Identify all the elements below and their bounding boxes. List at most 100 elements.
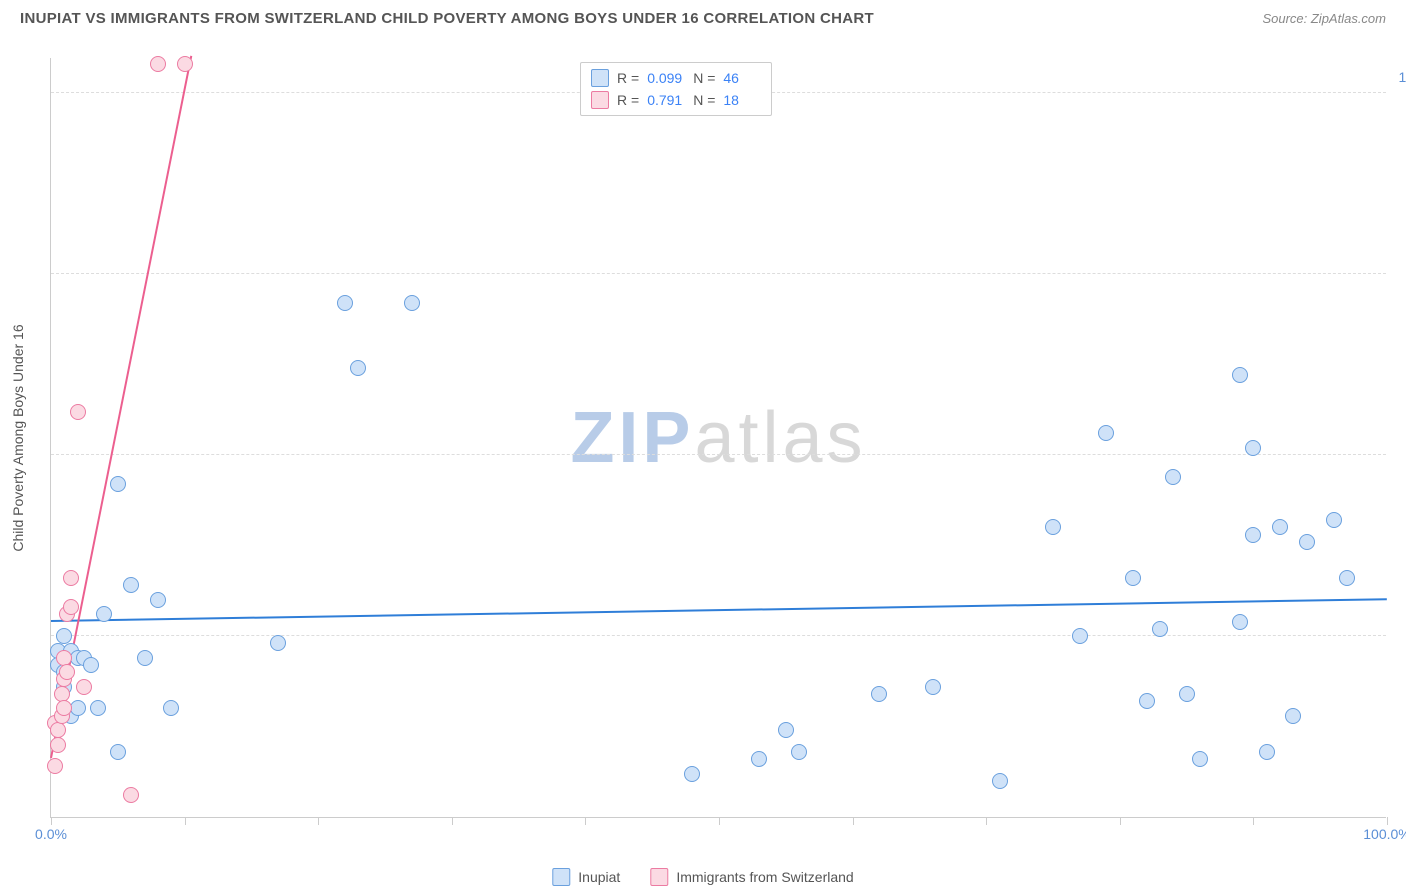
source-attribution: Source: ZipAtlas.com: [1262, 11, 1386, 26]
data-point: [1299, 534, 1315, 550]
data-point: [1232, 614, 1248, 630]
legend-label: Immigrants from Switzerland: [676, 869, 853, 885]
data-point: [1259, 744, 1275, 760]
data-point: [684, 766, 700, 782]
data-point: [1139, 693, 1155, 709]
gridline: [51, 273, 1386, 274]
data-point: [1192, 751, 1208, 767]
x-tick: [1387, 817, 1388, 825]
legend-swatch: [591, 91, 609, 109]
data-point: [76, 679, 92, 695]
gridline: [51, 635, 1386, 636]
stats-legend-row: R = 0.099 N = 46: [591, 67, 761, 89]
n-label: N =: [693, 92, 715, 108]
trend-line: [51, 598, 1387, 622]
watermark: ZIPatlas: [570, 397, 866, 479]
chart-area: ZIPatlas 25.0%50.0%75.0%100.0%0.0%100.0%…: [50, 58, 1386, 818]
r-value: 0.099: [647, 70, 685, 86]
legend-swatch: [591, 69, 609, 87]
data-point: [70, 404, 86, 420]
data-point: [123, 787, 139, 803]
data-point: [56, 700, 72, 716]
data-point: [83, 657, 99, 673]
data-point: [925, 679, 941, 695]
data-point: [1272, 519, 1288, 535]
chart-title: INUPIAT VS IMMIGRANTS FROM SWITZERLAND C…: [20, 10, 874, 27]
stats-legend: R = 0.099 N = 46 R = 0.791 N = 18: [580, 62, 772, 116]
legend-swatch: [552, 868, 570, 886]
data-point: [1245, 440, 1261, 456]
y-tick-label: 25.0%: [1391, 612, 1406, 628]
data-point: [350, 360, 366, 376]
plot-region: ZIPatlas 25.0%50.0%75.0%100.0%0.0%100.0%: [50, 58, 1386, 818]
data-point: [110, 476, 126, 492]
y-tick-label: 50.0%: [1391, 431, 1406, 447]
x-tick: [1120, 817, 1121, 825]
data-point: [1072, 628, 1088, 644]
data-point: [177, 56, 193, 72]
data-point: [751, 751, 767, 767]
stats-legend-row: R = 0.791 N = 18: [591, 89, 761, 111]
data-point: [1245, 527, 1261, 543]
data-point: [47, 758, 63, 774]
data-point: [871, 686, 887, 702]
data-point: [1285, 708, 1301, 724]
data-point: [404, 295, 420, 311]
n-label: N =: [693, 70, 715, 86]
n-value: 18: [723, 92, 761, 108]
n-value: 46: [723, 70, 761, 86]
data-point: [1179, 686, 1195, 702]
data-point: [791, 744, 807, 760]
data-point: [56, 650, 72, 666]
r-label: R =: [617, 70, 639, 86]
data-point: [110, 744, 126, 760]
x-tick: [452, 817, 453, 825]
data-point: [1125, 570, 1141, 586]
data-point: [96, 606, 112, 622]
legend-label: Inupiat: [578, 869, 620, 885]
data-point: [1045, 519, 1061, 535]
x-tick: [51, 817, 52, 825]
x-tick-label: 0.0%: [35, 826, 67, 842]
data-point: [150, 56, 166, 72]
legend-item: Immigrants from Switzerland: [650, 868, 853, 886]
data-point: [1232, 367, 1248, 383]
chart-header: INUPIAT VS IMMIGRANTS FROM SWITZERLAND C…: [0, 0, 1406, 35]
x-tick: [1253, 817, 1254, 825]
r-value: 0.791: [647, 92, 685, 108]
data-point: [1165, 469, 1181, 485]
x-tick: [853, 817, 854, 825]
data-point: [137, 650, 153, 666]
data-point: [123, 577, 139, 593]
data-point: [50, 722, 66, 738]
data-point: [337, 295, 353, 311]
gridline: [51, 454, 1386, 455]
data-point: [54, 686, 70, 702]
data-point: [59, 664, 75, 680]
data-point: [992, 773, 1008, 789]
x-tick: [986, 817, 987, 825]
data-point: [150, 592, 166, 608]
data-point: [63, 570, 79, 586]
series-legend: Inupiat Immigrants from Switzerland: [552, 868, 853, 886]
x-tick-label: 100.0%: [1363, 826, 1406, 842]
x-tick: [318, 817, 319, 825]
x-tick: [585, 817, 586, 825]
data-point: [1326, 512, 1342, 528]
x-tick: [719, 817, 720, 825]
y-tick-label: 75.0%: [1391, 250, 1406, 266]
data-point: [778, 722, 794, 738]
data-point: [50, 737, 66, 753]
y-tick-label: 100.0%: [1391, 69, 1406, 85]
data-point: [270, 635, 286, 651]
data-point: [1152, 621, 1168, 637]
data-point: [1098, 425, 1114, 441]
legend-swatch: [650, 868, 668, 886]
data-point: [163, 700, 179, 716]
x-tick: [185, 817, 186, 825]
data-point: [63, 599, 79, 615]
r-label: R =: [617, 92, 639, 108]
legend-item: Inupiat: [552, 868, 620, 886]
y-axis-label: Child Poverty Among Boys Under 16: [10, 324, 26, 551]
data-point: [90, 700, 106, 716]
